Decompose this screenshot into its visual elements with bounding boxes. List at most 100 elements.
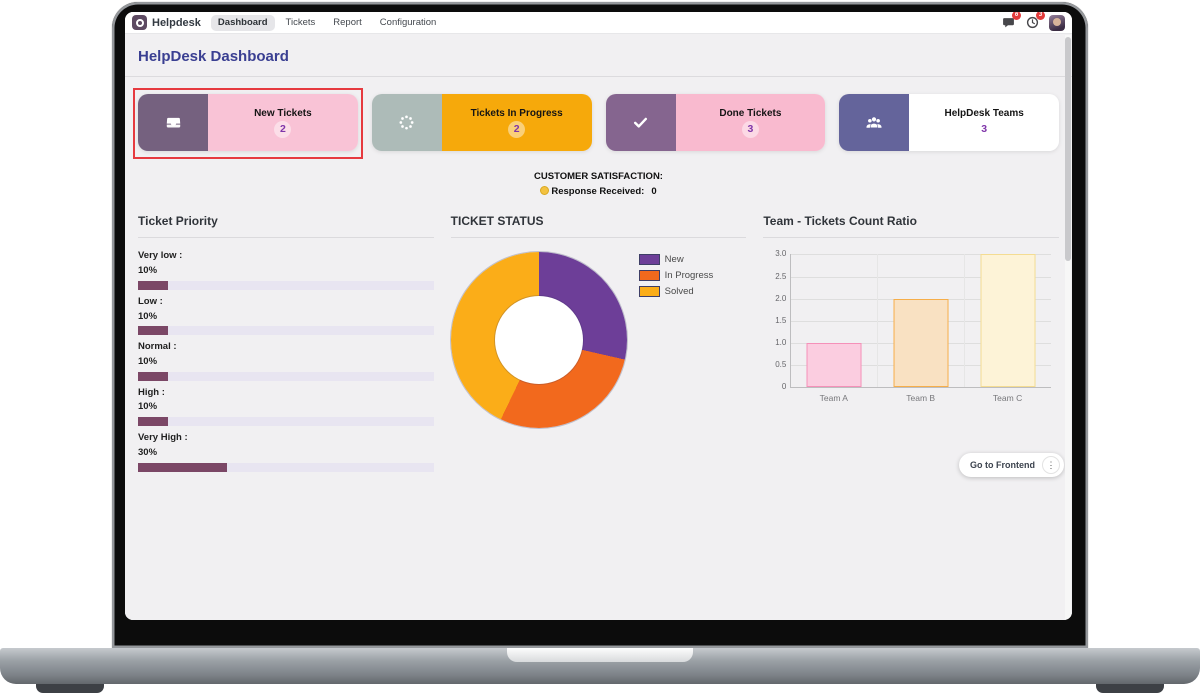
y-axis-tick-label: 2.5	[775, 271, 787, 281]
donut-chart-area: New In Progress Solved	[450, 249, 747, 429]
y-axis-tick-label: 0	[781, 382, 787, 392]
kpi-card-value-badge: 3	[741, 120, 759, 138]
ticket-status-donut-chart[interactable]	[450, 252, 627, 429]
legend-label-solved: Solved	[664, 286, 694, 298]
priority-label: Very High :	[138, 432, 188, 444]
menu-item-configuration[interactable]: Configuration	[379, 17, 437, 28]
kpi-cards-row: New Tickets 2 Tickets In Progress 2 Done Tic…	[125, 77, 1072, 159]
navbar-menu: Dashboard Tickets Report Configuration	[210, 14, 443, 31]
y-axis-tick-label: 0.5	[775, 360, 787, 370]
priority-bar-track	[138, 326, 434, 336]
scrollbar-thumb[interactable]	[1065, 37, 1071, 261]
helpdesk-app-icon[interactable]	[132, 15, 147, 30]
bar-team-c[interactable]	[980, 254, 1036, 388]
x-axis-label-team-a: Team A	[819, 393, 848, 404]
app-scrollbar[interactable]	[1065, 35, 1071, 619]
go-to-frontend-button[interactable]: Go to Frontend	[970, 460, 1035, 470]
bar-chart-plot: 0 0.5 1.0 1.5 2.0 2.5 3.0	[775, 249, 1052, 391]
menu-item-report[interactable]: Report	[333, 17, 362, 28]
satisfaction-response: Response Received: 0	[125, 184, 1072, 199]
priority-bar-fill	[138, 371, 168, 381]
priority-bar-track	[138, 371, 434, 381]
priority-percent: 10%	[138, 401, 158, 413]
y-axis-tick-label: 1.0	[775, 338, 787, 348]
priority-label: Low :	[138, 295, 163, 307]
kpi-card-new-tickets[interactable]: New Tickets 2	[133, 88, 363, 159]
priority-bar-track	[138, 417, 434, 427]
kpi-card-value-badge: 3	[975, 120, 993, 138]
priority-bar-fill	[138, 417, 168, 427]
user-avatar[interactable]	[1049, 14, 1065, 31]
legend-item-new: New	[638, 254, 714, 266]
priority-percent: 10%	[138, 265, 158, 277]
menu-item-tickets[interactable]: Tickets	[285, 17, 316, 28]
panel-ticket-priority: Ticket Priority Very low : 10% Low : 10% Nor…	[138, 214, 434, 476]
laptop-lid: Helpdesk Dashboard Tickets Report Configura…	[112, 2, 1088, 648]
bar-chart-xlabels: Team A Team B Team C	[790, 388, 1051, 403]
priority-label: Normal :	[138, 341, 177, 353]
priority-bar-track	[138, 462, 434, 472]
bar-team-b[interactable]	[893, 298, 949, 388]
laptop-foot-right	[1096, 684, 1164, 693]
panel-title-team-ratio: Team - Tickets Count Ratio	[763, 214, 1060, 239]
legend-swatch-in-progress	[638, 270, 660, 282]
bar-team-a[interactable]	[806, 343, 862, 388]
kpi-card-value-badge: 2	[508, 120, 526, 138]
legend-item-solved: Solved	[638, 286, 714, 298]
activity-clock-icon[interactable]: 3	[1025, 12, 1045, 30]
panel-ticket-status: TICKET STATUS New In Progress Solved	[450, 214, 747, 476]
neutral-face-emoji-icon	[540, 186, 550, 196]
legend-swatch-solved	[638, 286, 660, 298]
legend-item-in-progress: In Progress	[638, 270, 714, 282]
satisfaction-title: CUSTOMER SATISFACTION:	[534, 171, 663, 182]
page-header: HelpDesk Dashboard	[125, 34, 1072, 77]
panels-row: Ticket Priority Very low : 10% Low : 10% Nor…	[125, 199, 1072, 476]
app-brand[interactable]: Helpdesk	[152, 16, 201, 29]
menu-item-dashboard[interactable]: Dashboard	[210, 14, 275, 31]
x-axis-label-team-c: Team C	[992, 393, 1023, 404]
priority-percent: 10%	[138, 355, 158, 367]
chart-gridline	[791, 276, 1052, 278]
bar-column-team-b	[877, 254, 964, 388]
inbox-icon	[138, 94, 208, 151]
donut-legend: New In Progress Solved	[638, 252, 714, 302]
kebab-menu-button[interactable]: ⋮	[1042, 456, 1060, 474]
messages-icon[interactable]: 6	[1001, 12, 1021, 30]
kpi-card-label: New Tickets	[254, 107, 312, 119]
kpi-card-body: Done Tickets 3	[675, 94, 826, 151]
kpi-card-body: HelpDesk Teams 3	[909, 94, 1059, 151]
bar-column-team-c	[964, 254, 1051, 388]
app-window: Helpdesk Dashboard Tickets Report Configura…	[125, 12, 1072, 620]
priority-label: High :	[138, 386, 165, 398]
kpi-card-value-badge: 2	[274, 120, 292, 138]
priority-bar-fill	[138, 462, 227, 472]
navbar-right: 6 3	[1001, 12, 1065, 31]
customer-satisfaction: CUSTOMER SATISFACTION: Response Received…	[125, 169, 1072, 199]
kpi-card-label: Tickets In Progress	[470, 107, 563, 119]
kpi-card-body: New Tickets 2	[208, 94, 358, 151]
check-icon	[605, 94, 676, 151]
team-bar-chart: 0 0.5 1.0 1.5 2.0 2.5 3.0 Team A Team B Team C	[763, 249, 1059, 403]
y-axis-tick-label: 1.5	[775, 315, 787, 325]
kpi-card-body: Tickets In Progress 2	[441, 94, 592, 151]
kpi-card-helpdesk-teams[interactable]: HelpDesk Teams 3	[839, 94, 1059, 151]
y-axis-tick-label: 2.0	[775, 293, 787, 303]
spinner-icon	[371, 94, 442, 151]
panel-title-ticket-status: TICKET STATUS	[450, 214, 747, 239]
chart-gridline	[791, 254, 1052, 256]
kpi-card-tickets-in-progress[interactable]: Tickets In Progress 2	[371, 94, 592, 151]
kpi-card-done-tickets[interactable]: Done Tickets 3	[605, 94, 826, 151]
team-icon	[839, 94, 910, 151]
priority-bar-fill	[138, 326, 168, 336]
kpi-card-label: Done Tickets	[719, 107, 782, 119]
speech-bubble-icon	[1003, 18, 1014, 28]
clock-icon	[1026, 16, 1039, 29]
legend-swatch-new	[638, 254, 660, 266]
legend-label-in-progress: In Progress	[664, 270, 714, 282]
satisfaction-value: 0	[651, 186, 657, 198]
panel-title-ticket-priority: Ticket Priority	[138, 214, 434, 239]
kpi-card-label: HelpDesk Teams	[944, 107, 1024, 119]
panel-team-ratio: Team - Tickets Count Ratio 0 0.5 1.0 1.5 2.0…	[763, 214, 1060, 476]
priority-bar-track	[138, 280, 434, 290]
